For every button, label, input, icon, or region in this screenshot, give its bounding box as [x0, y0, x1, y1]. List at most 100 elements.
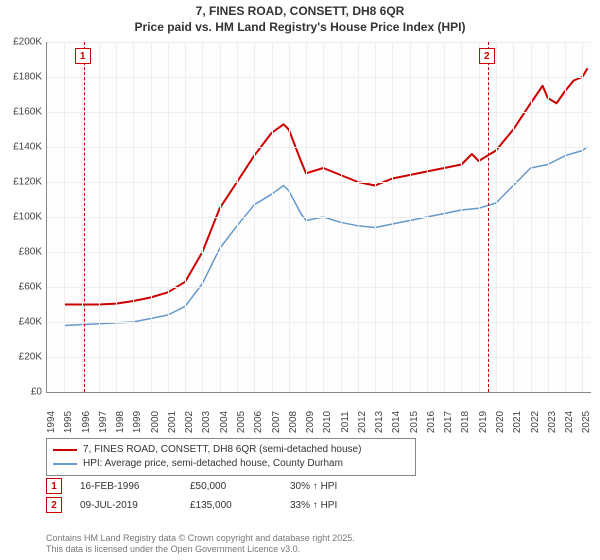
page: 7, FINES ROAD, CONSETT, DH8 6QR Price pa… [0, 0, 600, 560]
event-row: 1 16-FEB-1996 £50,000 30% ↑ HPI [46, 478, 546, 494]
chart-title: 7, FINES ROAD, CONSETT, DH8 6QR Price pa… [0, 0, 600, 35]
gridline-v [410, 42, 411, 392]
x-tick-label: 2003 [201, 411, 212, 433]
gridline-v [479, 42, 480, 392]
x-tick-label: 2018 [460, 411, 471, 433]
x-tick-label: 2007 [271, 411, 282, 433]
gridline-h [47, 112, 591, 113]
gridline-v [323, 42, 324, 392]
x-tick-label: 2014 [391, 411, 402, 433]
x-tick-label: 1998 [115, 411, 126, 433]
gridline-v [531, 42, 532, 392]
y-tick-label: £140K [2, 142, 42, 153]
x-tick-label: 2019 [478, 411, 489, 433]
gridline-h [47, 77, 591, 78]
legend: 7, FINES ROAD, CONSETT, DH8 6QR (semi-de… [46, 438, 416, 476]
gridline-v [427, 42, 428, 392]
x-tick-label: 1996 [81, 411, 92, 433]
gridline-v [220, 42, 221, 392]
y-tick-label: £40K [2, 317, 42, 328]
legend-item-price-paid: 7, FINES ROAD, CONSETT, DH8 6QR (semi-de… [53, 443, 409, 457]
legend-label: 7, FINES ROAD, CONSETT, DH8 6QR (semi-de… [83, 443, 361, 457]
title-line-2: Price paid vs. HM Land Registry's House … [0, 20, 600, 36]
y-tick-label: £80K [2, 247, 42, 258]
x-tick-label: 2011 [340, 411, 351, 433]
x-tick-label: 2013 [374, 411, 385, 433]
gridline-v [461, 42, 462, 392]
y-tick-label: £160K [2, 107, 42, 118]
y-tick-label: £20K [2, 352, 42, 363]
y-tick-label: £0 [2, 387, 42, 398]
x-tick-label: 2020 [495, 411, 506, 433]
x-tick-label: 2023 [547, 411, 558, 433]
marker-badge: 2 [479, 48, 495, 64]
gridline-h [47, 217, 591, 218]
event-price: £50,000 [190, 481, 290, 492]
gridline-h [47, 182, 591, 183]
gridline-h [47, 322, 591, 323]
marker-line [488, 42, 489, 392]
x-tick-label: 1994 [46, 411, 57, 433]
y-tick-label: £180K [2, 72, 42, 83]
series-price_paid [64, 68, 587, 304]
gridline-v [444, 42, 445, 392]
attribution: Contains HM Land Registry data © Crown c… [46, 533, 590, 556]
gridline-v [306, 42, 307, 392]
event-date: 16-FEB-1996 [80, 481, 190, 492]
gridline-v [548, 42, 549, 392]
event-price: £135,000 [190, 500, 290, 511]
x-tick-label: 2022 [530, 411, 541, 433]
x-tick-label: 2021 [512, 411, 523, 433]
x-tick-label: 2010 [322, 411, 333, 433]
legend-swatch [53, 449, 77, 451]
x-tick-label: 2025 [581, 411, 592, 433]
gridline-v [358, 42, 359, 392]
gridline-v [202, 42, 203, 392]
gridline-h [47, 42, 591, 43]
x-tick-label: 1997 [98, 411, 109, 433]
legend-label: HPI: Average price, semi-detached house,… [83, 457, 343, 471]
x-tick-label: 2015 [409, 411, 420, 433]
legend-item-hpi: HPI: Average price, semi-detached house,… [53, 457, 409, 471]
event-date: 09-JUL-2019 [80, 500, 190, 511]
x-tick-label: 1999 [132, 411, 143, 433]
gridline-h [47, 357, 591, 358]
gridline-h [47, 252, 591, 253]
x-tick-label: 2016 [426, 411, 437, 433]
gridline-v [151, 42, 152, 392]
gridline-h [47, 147, 591, 148]
gridline-v [254, 42, 255, 392]
legend-swatch [53, 463, 77, 465]
gridline-v [513, 42, 514, 392]
marker-badge: 1 [75, 48, 91, 64]
gridline-v [99, 42, 100, 392]
gridline-h [47, 287, 591, 288]
x-tick-label: 2024 [564, 411, 575, 433]
event-pct: 30% ↑ HPI [290, 481, 410, 492]
x-tick-label: 1995 [63, 411, 74, 433]
gridline-v [341, 42, 342, 392]
gridline-v [185, 42, 186, 392]
plot-area [46, 42, 591, 393]
event-row: 2 09-JUL-2019 £135,000 33% ↑ HPI [46, 497, 546, 513]
x-tick-label: 2012 [357, 411, 368, 433]
event-marker-badge: 2 [46, 497, 62, 513]
attribution-line-2: This data is licensed under the Open Gov… [46, 544, 590, 556]
gridline-v [496, 42, 497, 392]
attribution-line-1: Contains HM Land Registry data © Crown c… [46, 533, 590, 545]
gridline-v [375, 42, 376, 392]
x-tick-label: 2005 [236, 411, 247, 433]
x-tick-label: 2017 [443, 411, 454, 433]
gridline-v [392, 42, 393, 392]
x-tick-label: 2006 [253, 411, 264, 433]
gridline-v [133, 42, 134, 392]
gridline-v [272, 42, 273, 392]
gridline-v [237, 42, 238, 392]
x-tick-label: 2004 [219, 411, 230, 433]
gridline-v [168, 42, 169, 392]
marker-line [84, 42, 85, 392]
gridline-v [565, 42, 566, 392]
event-marker-badge: 1 [46, 478, 62, 494]
y-tick-label: £100K [2, 212, 42, 223]
x-tick-label: 2009 [305, 411, 316, 433]
